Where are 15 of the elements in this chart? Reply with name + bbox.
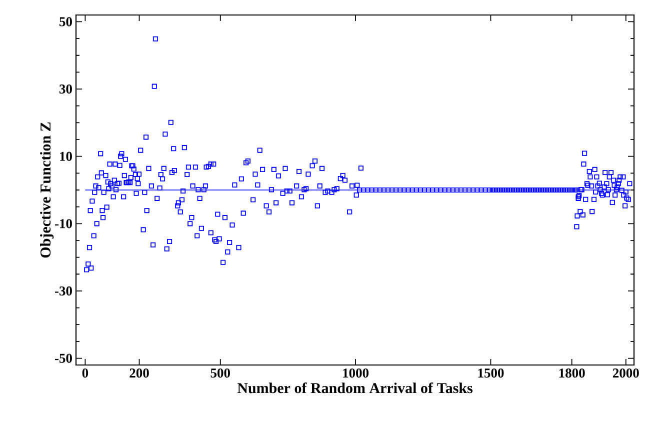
x-tick-label: 500 [210,368,230,378]
y-tick-label: -30 [54,286,72,296]
x-tick-label: 1000 [343,368,369,378]
y-tick-label: 30 [59,84,72,94]
y-tick-label: -10 [54,219,72,228]
x-tick-label: 2000 [612,368,639,378]
y-axis-title: Objective Function Z [40,122,54,258]
y-tick-label: 50 [60,17,72,26]
x-tick-label: 1800 [559,368,585,378]
x-tick-label: 1500 [478,368,504,378]
y-tick-label: 10 [60,152,72,161]
x-axis-title: Number of Random Arrival of Tasks [237,382,472,394]
x-tick-label: 0 [82,368,88,378]
x-tick-label: 200 [130,368,149,378]
y-tick-label: -50 [54,354,72,363]
